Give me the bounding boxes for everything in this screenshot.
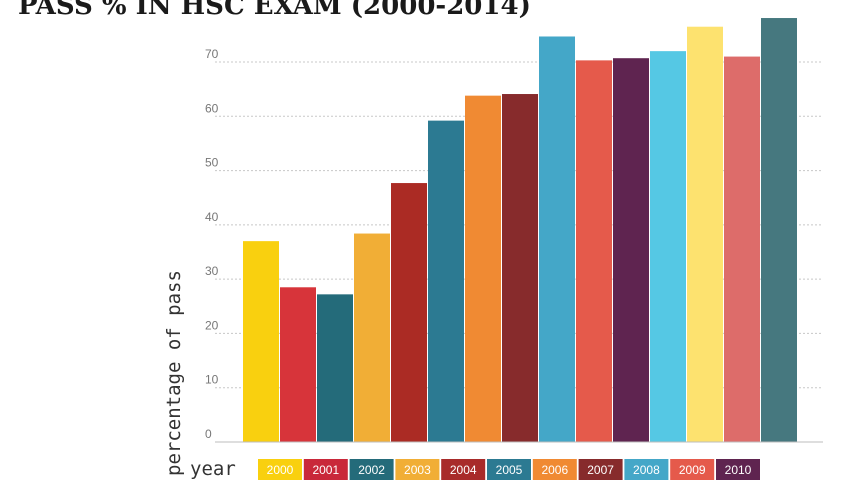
legend-swatch [670, 459, 715, 480]
bar [391, 183, 427, 443]
bar [465, 95, 501, 443]
legend-label: 2006 [541, 463, 568, 477]
legend-swatch [532, 459, 577, 480]
bars [243, 18, 797, 443]
legend-label: 2005 [496, 463, 523, 477]
legend-swatch [258, 459, 302, 480]
legend-swatch [349, 459, 394, 480]
bar [354, 233, 390, 442]
legend-swatch [578, 459, 623, 480]
bar [428, 120, 464, 442]
bar [613, 58, 649, 442]
bar [687, 26, 723, 442]
legend-label: 2000 [267, 463, 294, 477]
legend-label: 2008 [633, 463, 660, 477]
bar [243, 241, 279, 442]
y-tick-label: 50 [205, 156, 219, 170]
legend-label: 2003 [404, 463, 431, 477]
bar [317, 294, 353, 442]
bar [576, 60, 612, 442]
y-tick-label: 20 [205, 318, 219, 332]
bar [280, 287, 316, 442]
y-tick-label: 10 [205, 373, 219, 387]
bar [650, 51, 686, 443]
legend-label: 2004 [450, 463, 477, 477]
legend-swatch [716, 459, 760, 480]
legend-swatch [487, 459, 531, 480]
legend-swatch [303, 459, 348, 480]
legend-label: 2007 [587, 463, 614, 477]
x-axis-label: year [190, 458, 236, 480]
y-tick-label: 30 [205, 264, 219, 278]
y-tick-labels: 0 10 20 30 40 50 60 70 [205, 47, 219, 441]
legend-label: 2001 [312, 463, 339, 477]
y-axis-label: percentage of pass [163, 270, 185, 476]
y-tick-label: 70 [205, 47, 219, 61]
legend-swatch [441, 459, 486, 480]
legend-swatch [395, 459, 440, 480]
chart-title: PASS % IN HSC EXAM (2000-2014) [18, 0, 531, 21]
y-tick-label: 40 [205, 210, 219, 224]
legend-label: 2010 [725, 463, 752, 477]
y-tick-label: 0 [205, 427, 212, 441]
legend-label: 2009 [679, 463, 706, 477]
y-tick-label: 60 [205, 101, 219, 115]
legend: 2000 2001 2002 2003 2004 2005 2006 2007 2008 2009… [258, 459, 760, 480]
bar [539, 36, 575, 442]
bar [502, 94, 538, 443]
legend-label: 2002 [358, 463, 385, 477]
bar [761, 18, 797, 443]
legend-swatch [624, 459, 669, 480]
bar [724, 56, 760, 442]
